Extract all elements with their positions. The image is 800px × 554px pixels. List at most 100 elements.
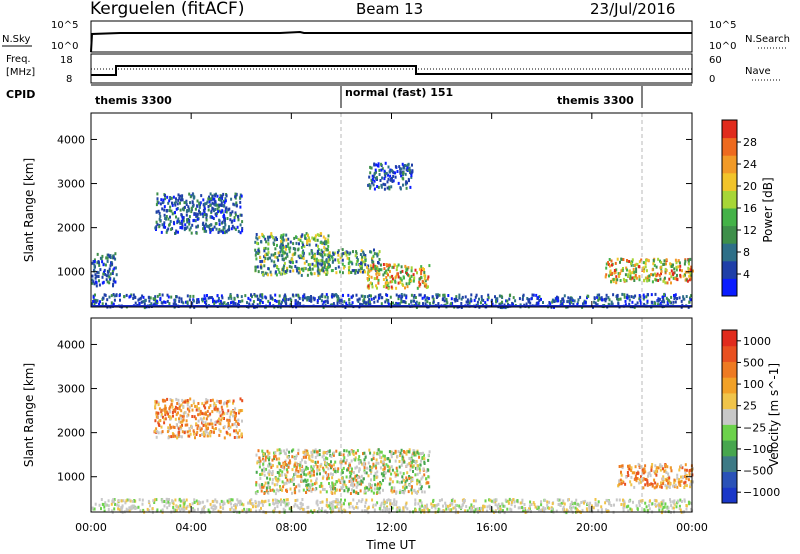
range-cell <box>391 455 393 458</box>
range-cell <box>283 449 285 452</box>
range-cell <box>278 300 280 303</box>
range-cell <box>428 264 430 267</box>
range-cell <box>376 276 378 279</box>
range-cell <box>666 297 668 300</box>
range-cell <box>342 485 344 488</box>
range-cell <box>349 506 351 509</box>
range-cell <box>353 478 355 481</box>
range-cell <box>195 417 197 420</box>
range-cell <box>234 423 236 426</box>
range-cell <box>358 269 360 272</box>
range-cell <box>189 295 191 298</box>
range-cell <box>422 452 424 455</box>
range-cell <box>380 264 382 267</box>
range-cell <box>309 458 311 461</box>
range-cell <box>279 448 281 451</box>
range-cell <box>412 470 414 473</box>
range-cell <box>106 274 108 277</box>
range-cell <box>310 465 312 468</box>
range-cell <box>326 452 328 455</box>
range-cell <box>374 277 376 280</box>
range-cell <box>405 296 407 299</box>
range-cell <box>285 474 287 477</box>
range-cell <box>190 195 192 198</box>
range-cell <box>267 450 269 453</box>
colorbar-swatch <box>722 393 737 409</box>
range-cell <box>274 252 276 255</box>
range-cell <box>295 457 297 460</box>
range-cell <box>364 487 366 490</box>
range-cell <box>271 259 273 262</box>
range-cell <box>217 294 219 297</box>
range-cell <box>593 506 595 509</box>
range-cell <box>320 241 322 244</box>
range-cell <box>400 300 402 303</box>
range-cell <box>407 285 409 288</box>
range-cell <box>174 426 176 429</box>
colorbar-swatch <box>722 208 737 226</box>
range-cell <box>685 463 687 466</box>
range-cell <box>227 208 229 211</box>
range-cell <box>284 502 286 505</box>
range-cell <box>319 252 321 255</box>
range-cell <box>277 449 279 452</box>
range-cell <box>664 502 666 505</box>
range-cell <box>224 401 226 404</box>
range-cell <box>527 509 529 512</box>
range-cell <box>355 452 357 455</box>
range-cell <box>317 268 319 271</box>
range-cell <box>647 482 649 485</box>
range-cell <box>218 299 220 302</box>
range-cell <box>529 504 531 507</box>
range-cell <box>395 165 397 168</box>
range-cell <box>178 300 180 303</box>
range-cell <box>399 466 401 469</box>
range-cell <box>360 253 362 256</box>
range-cell <box>579 296 581 299</box>
range-cell <box>617 258 619 261</box>
range-cell <box>333 294 335 297</box>
range-cell <box>225 199 227 202</box>
colorbar-swatch <box>722 472 737 488</box>
range-cell <box>583 502 585 505</box>
range-cell <box>374 509 376 512</box>
range-cell <box>241 220 243 223</box>
range-cell <box>419 483 421 486</box>
range-cell <box>259 485 261 488</box>
range-cell <box>329 485 331 488</box>
range-cell <box>684 263 686 266</box>
range-cell <box>229 416 231 419</box>
range-cell <box>337 251 339 254</box>
range-cell <box>302 451 304 454</box>
range-cell <box>219 422 221 425</box>
range-cell <box>683 481 685 484</box>
range-cell <box>317 272 319 275</box>
range-cell <box>298 242 300 245</box>
range-cell <box>405 506 407 509</box>
range-cell <box>682 476 684 479</box>
range-cell <box>406 471 408 474</box>
range-cell <box>313 470 315 473</box>
range-cell <box>329 502 331 505</box>
range-cell <box>198 203 200 206</box>
range-cell <box>644 483 646 486</box>
range-cell <box>223 501 225 504</box>
range-cell <box>377 483 379 486</box>
range-cell <box>376 255 378 258</box>
range-cell <box>388 287 390 290</box>
range-cell <box>317 450 319 453</box>
range-cell <box>620 279 622 282</box>
range-cell <box>260 241 262 244</box>
range-cell <box>218 219 220 222</box>
range-cell <box>300 239 302 242</box>
range-cell <box>361 498 363 501</box>
range-cell <box>633 271 635 274</box>
range-cell <box>222 411 224 414</box>
range-cell <box>291 450 293 453</box>
range-cell <box>268 257 270 260</box>
range-cell <box>295 499 297 502</box>
range-cell <box>331 491 333 494</box>
range-cell <box>369 270 371 273</box>
range-cell <box>123 295 125 298</box>
freq-trace <box>91 66 692 75</box>
